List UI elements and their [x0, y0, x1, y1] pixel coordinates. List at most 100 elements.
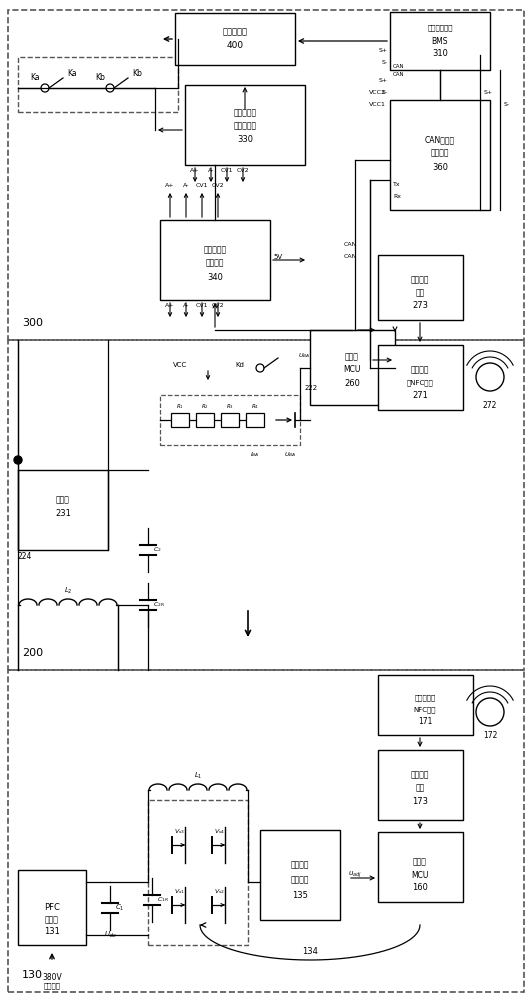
Text: Tx: Tx — [393, 182, 401, 188]
Text: Kd: Kd — [236, 362, 244, 368]
Bar — [390, 100, 490, 210]
Bar — [160, 220, 270, 300]
Text: CAN: CAN — [343, 242, 356, 247]
Text: $u_{adj}$: $u_{adj}$ — [348, 870, 362, 880]
Text: 控制器: 控制器 — [413, 857, 427, 866]
Text: S-: S- — [504, 103, 510, 107]
Text: 130: 130 — [22, 970, 43, 980]
Text: $L_2$: $L_2$ — [64, 586, 72, 596]
Bar — [260, 830, 340, 920]
Text: CAN: CAN — [393, 64, 405, 68]
Text: 160: 160 — [412, 884, 428, 892]
Text: 模块: 模块 — [415, 784, 425, 792]
Circle shape — [14, 456, 22, 464]
Text: 输入电源: 输入电源 — [44, 983, 61, 989]
Text: 134: 134 — [302, 948, 318, 956]
Text: $I_{BA}$: $I_{BA}$ — [250, 451, 260, 459]
Text: $U_{dc}$: $U_{dc}$ — [104, 930, 117, 940]
Bar — [18, 470, 108, 550]
Text: 直流调理及: 直流调理及 — [203, 245, 227, 254]
Text: Ka: Ka — [30, 74, 40, 83]
Text: 整流器: 整流器 — [56, 495, 70, 504]
Bar — [175, 13, 295, 65]
Bar — [8, 10, 524, 340]
Text: 近场传输: 近场传输 — [411, 770, 429, 780]
Text: 地面近场传: 地面近场传 — [414, 695, 436, 701]
Text: 传NFC模块: 传NFC模块 — [406, 380, 434, 386]
Text: 310: 310 — [432, 49, 448, 58]
Text: BMS: BMS — [432, 36, 448, 45]
Text: 200: 200 — [22, 648, 43, 658]
Text: A-: A- — [183, 303, 189, 308]
Text: S+: S+ — [379, 47, 388, 52]
Text: 131: 131 — [44, 928, 60, 936]
Text: 222: 222 — [305, 385, 318, 391]
Text: CV1: CV1 — [196, 303, 208, 308]
Text: CV2: CV2 — [237, 168, 250, 173]
Text: MCU: MCU — [343, 365, 361, 374]
Text: 172: 172 — [483, 730, 497, 740]
Text: S+: S+ — [484, 90, 493, 95]
Text: 控制器: 控制器 — [345, 353, 359, 361]
Text: CV1: CV1 — [196, 183, 208, 188]
Text: 逐步控制: 逐步控制 — [291, 876, 309, 884]
Text: 340: 340 — [207, 273, 223, 282]
Text: 300: 300 — [22, 318, 43, 328]
Text: A-: A- — [208, 168, 214, 173]
Text: A+: A+ — [165, 183, 174, 188]
Text: S+: S+ — [379, 78, 388, 83]
Text: S-: S- — [382, 90, 388, 95]
Text: $U_{BA}$: $U_{BA}$ — [298, 352, 310, 360]
Bar — [390, 12, 490, 70]
Text: $R_1$: $R_1$ — [176, 403, 184, 411]
Bar — [8, 340, 524, 670]
Text: A-: A- — [183, 183, 189, 188]
Bar — [378, 675, 473, 735]
Text: 频率调节: 频率调节 — [291, 860, 309, 869]
Text: 车载蓄电池: 车载蓄电池 — [222, 27, 247, 36]
Bar — [185, 85, 305, 165]
Text: CAN: CAN — [343, 253, 356, 258]
Bar — [221, 413, 239, 427]
Text: $C_{1R}$: $C_{1R}$ — [157, 896, 169, 904]
Text: 260: 260 — [344, 378, 360, 387]
Text: 近场传输: 近场传输 — [411, 275, 429, 284]
Bar — [18, 870, 86, 945]
Text: 检测电路: 检测电路 — [206, 258, 225, 267]
Text: $U_{BA}$: $U_{BA}$ — [284, 451, 296, 459]
Bar — [378, 345, 463, 410]
Text: 231: 231 — [55, 510, 71, 518]
Text: 车载近场: 车载近场 — [411, 365, 429, 374]
Bar — [310, 330, 395, 405]
Text: S-: S- — [382, 60, 388, 64]
Text: 171: 171 — [418, 718, 432, 726]
Text: NFC模块: NFC模块 — [414, 707, 436, 713]
Text: 和控制电路: 和控制电路 — [234, 121, 256, 130]
Text: 272: 272 — [483, 400, 497, 410]
Text: 135: 135 — [292, 890, 308, 900]
Text: CV2: CV2 — [212, 303, 225, 308]
Text: Rx: Rx — [393, 194, 401, 200]
Text: VCC1: VCC1 — [369, 103, 386, 107]
Text: 173: 173 — [412, 796, 428, 806]
Text: 360: 360 — [432, 163, 448, 172]
Text: Ka: Ka — [67, 69, 77, 78]
Bar — [196, 413, 214, 427]
Text: 380V: 380V — [42, 974, 62, 982]
Text: $V_{s1}$: $V_{s1}$ — [174, 887, 185, 896]
Text: $C_2$: $C_2$ — [153, 546, 162, 554]
Bar — [160, 395, 300, 445]
Text: CAN: CAN — [393, 72, 405, 77]
Text: 273: 273 — [412, 302, 428, 310]
Text: PFC: PFC — [44, 904, 60, 912]
Text: CAN收发器: CAN收发器 — [425, 135, 455, 144]
Text: A+: A+ — [190, 168, 200, 173]
Bar — [378, 832, 463, 902]
Bar — [8, 670, 524, 992]
Text: $R_4$: $R_4$ — [251, 403, 259, 411]
Text: 动力模块: 动力模块 — [431, 148, 449, 157]
Bar — [378, 255, 463, 320]
Text: $V_{s3}$: $V_{s3}$ — [174, 827, 185, 836]
Text: 模块: 模块 — [415, 288, 425, 298]
Text: CV1: CV1 — [221, 168, 233, 173]
